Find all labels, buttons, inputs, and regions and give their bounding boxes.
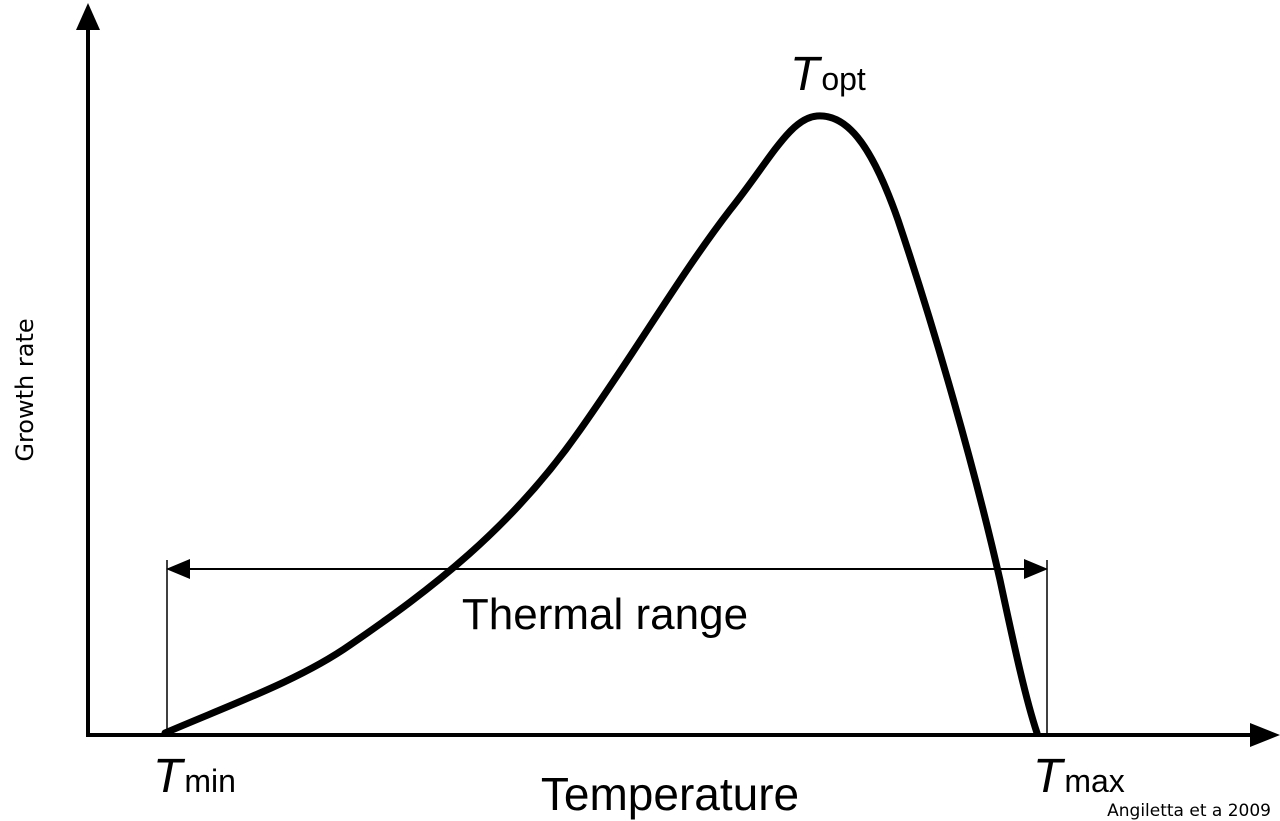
max-label-sub: max: [1064, 763, 1124, 799]
growth-rate-curve: [161, 112, 1041, 737]
min-label-sub: min: [184, 763, 236, 799]
peak-label: Topt: [790, 48, 866, 101]
y-axis-label: Growth rate: [11, 318, 39, 461]
min-label-main: T: [153, 750, 186, 803]
range-arrow-right-head: [1024, 559, 1048, 579]
x-axis-arrowhead: [1250, 723, 1280, 747]
range-label: Thermal range: [462, 590, 748, 639]
x-axis-label: Temperature: [541, 768, 799, 820]
range-arrow-left-head: [166, 559, 190, 579]
max-label-main: T: [1033, 750, 1066, 803]
min-label: Tmin: [153, 750, 236, 803]
peak-label-sub: opt: [821, 61, 866, 97]
y-axis-arrowhead: [76, 3, 100, 30]
peak-label-main: T: [790, 48, 823, 101]
max-label: Tmax: [1033, 750, 1125, 803]
citation-text: Angiletta et a 2009: [1107, 801, 1271, 821]
